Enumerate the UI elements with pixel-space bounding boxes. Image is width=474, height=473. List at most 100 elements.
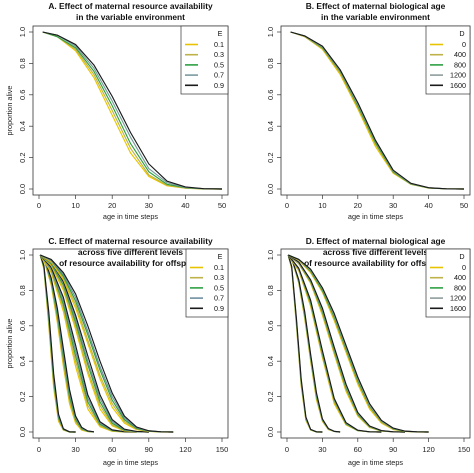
panel-d-x-tick-label: 0: [285, 445, 289, 454]
panel-c-x-axis-label: age in time steps: [103, 458, 159, 467]
panel-b-legend-label: 1600: [450, 81, 466, 90]
panel-d-y-tick-label: 0.0: [266, 427, 275, 437]
panel-c-x-tick-label: 0: [37, 445, 41, 454]
panel-c-legend-box: [185, 248, 229, 318]
panel-d-series-line-1600: [287, 254, 382, 433]
panel-c-x-tick-label: 60: [108, 445, 116, 454]
panel-c-y-tick-label: 1.0: [18, 250, 27, 260]
panel-b-y-tick-label: 0.4: [266, 121, 275, 131]
panel-a-x-tick-label: 10: [71, 201, 79, 210]
panel-b-legend-label: 0: [462, 40, 466, 49]
panel-c-series-line-0.9: [39, 254, 76, 433]
panel-d-legend-title: D: [459, 252, 464, 261]
panel-d-series-line-1600: [287, 254, 406, 433]
panel-c-series-line-0.9: [39, 254, 94, 433]
panel-c-title-line-2: across five different levels: [78, 247, 184, 257]
panel-c-y-tick-label: 0.0: [18, 427, 27, 437]
panel-a-y-tick-label: 0.6: [18, 90, 27, 100]
panel-c-y-tick-label: 0.4: [18, 356, 27, 366]
panel-b-legend-label: 800: [454, 60, 466, 69]
panel-b-legend-label: 1200: [450, 71, 466, 80]
panel-b-y-tick-label: 1.0: [266, 27, 275, 37]
panel-b-x-tick-label: 30: [389, 201, 397, 210]
panel-d-series-line-1600: [287, 254, 323, 433]
panel-b-plot-frame: [280, 25, 471, 196]
panel-d-series-line-1200: [287, 254, 406, 433]
panel-c-legend-label: 0.5: [214, 283, 224, 292]
panel-a-legend: E 0.10.30.5 0.70.9: [180, 25, 229, 95]
panel-c-legend-label: 0.7: [214, 294, 224, 303]
panel-a-x-tick-label: 20: [108, 201, 116, 210]
panel-d-series-line-400: [287, 254, 406, 433]
panel-a-legend-title: E: [218, 29, 223, 38]
panel-d-legend-box: [425, 248, 471, 318]
panel-a-series-line-0.9: [42, 31, 223, 190]
panel-a-legend-label: 0.1: [214, 40, 224, 49]
panel-b-title-line-1: B. Effect of maternal biological age: [306, 1, 446, 11]
panel-c-y-tick-label: 0.6: [18, 321, 27, 331]
panel-d-legend-label: 1200: [450, 294, 466, 303]
panel-a-plot-frame: [32, 25, 229, 196]
panel-a-y-tick-label: 0.2: [18, 152, 27, 162]
panel-c-x-tick-label: 30: [71, 445, 79, 454]
panel-a-y-tick-label: 0.0: [18, 184, 27, 194]
panel-c-legend-label: 0.3: [214, 273, 224, 282]
panel-a-y-tick-label: 0.4: [18, 121, 27, 131]
panel-a-x-tick-label: 0: [37, 201, 41, 210]
panel-d-y-tick-label: 0.4: [266, 356, 275, 366]
panel-a-title-line-2: in the variable environment: [76, 12, 185, 22]
panel-a-y-tick-label: 1.0: [18, 27, 27, 37]
panel-d: D. Effect of maternal biological ageacro…: [266, 236, 471, 467]
panel-a-y-tick-label: 0.8: [18, 58, 27, 68]
panel-d-x-tick-label: 60: [354, 445, 362, 454]
panel-d-legend-label: 1600: [450, 304, 466, 313]
panel-d-x-tick-label: 30: [318, 445, 326, 454]
panel-b-y-tick-label: 0.6: [266, 90, 275, 100]
panel-d-legend-label: 0: [462, 263, 466, 272]
panel-c-series-line-0.9: [40, 254, 174, 433]
panel-c-plot-frame: [32, 248, 229, 439]
panel-c: C. Effect of maternal resource availabil…: [5, 236, 229, 467]
panel-a-lines: [42, 31, 223, 190]
panel-d-y-tick-label: 0.2: [266, 391, 275, 401]
panel-d-title-line-1: D. Effect of maternal biological age: [306, 236, 446, 246]
panel-c-series-line-0.9: [39, 254, 137, 433]
panel-d-y-tick-label: 0.6: [266, 321, 275, 331]
panel-b-legend-title: D: [459, 29, 464, 38]
panel-c-title-line-1: C. Effect of maternal resource availabil…: [48, 236, 213, 246]
panel-b-x-tick-label: 0: [285, 201, 289, 210]
panel-d-legend-label: 800: [454, 283, 466, 292]
panel-c-title-line-3: of resource availability for offspring: [59, 258, 202, 268]
panel-c-legend: E 0.10.30.5 0.70.9: [185, 248, 229, 318]
panel-d-x-axis-label: age in time steps: [348, 458, 404, 467]
panel-c-legend-label: 0.1: [214, 263, 224, 272]
panel-b-legend-label: 400: [454, 50, 466, 59]
panel-a: A. Effect of maternal resource availabil…: [5, 1, 229, 221]
panel-a-x-tick-label: 40: [181, 201, 189, 210]
panel-c-series-line-0.3: [39, 254, 137, 433]
panel-a-x-tick-label: 30: [145, 201, 153, 210]
panel-d-series-line-1600: [287, 254, 429, 433]
panel-a-title-line-1: A. Effect of maternal resource availabil…: [48, 1, 213, 11]
panel-d-series-line-0: [287, 254, 406, 433]
panel-d-x-tick-label: 150: [458, 445, 471, 454]
panel-c-x-tick-label: 120: [179, 445, 192, 454]
panel-c-x-tick-label: 90: [145, 445, 153, 454]
panel-a-legend-label: 0.9: [214, 81, 224, 90]
panel-c-legend-title: E: [218, 252, 223, 261]
panel-b-legend-box: [425, 25, 471, 95]
panel-d-y-tick-label: 0.8: [266, 285, 275, 295]
panel-a-x-axis-label: age in time steps: [103, 212, 159, 221]
panel-b-x-tick-label: 20: [354, 201, 362, 210]
panel-b-title-line-2: in the variable environment: [321, 12, 430, 22]
panel-c-x-tick-label: 150: [216, 445, 229, 454]
panel-b-y-tick-label: 0.8: [266, 58, 275, 68]
panel-d-lines: [287, 254, 429, 433]
panel-b-lines: [290, 31, 465, 190]
panel-d-series-line-1600: [287, 254, 341, 433]
panel-b-x-tick-label: 40: [424, 201, 432, 210]
panel-c-lines: [39, 254, 174, 433]
